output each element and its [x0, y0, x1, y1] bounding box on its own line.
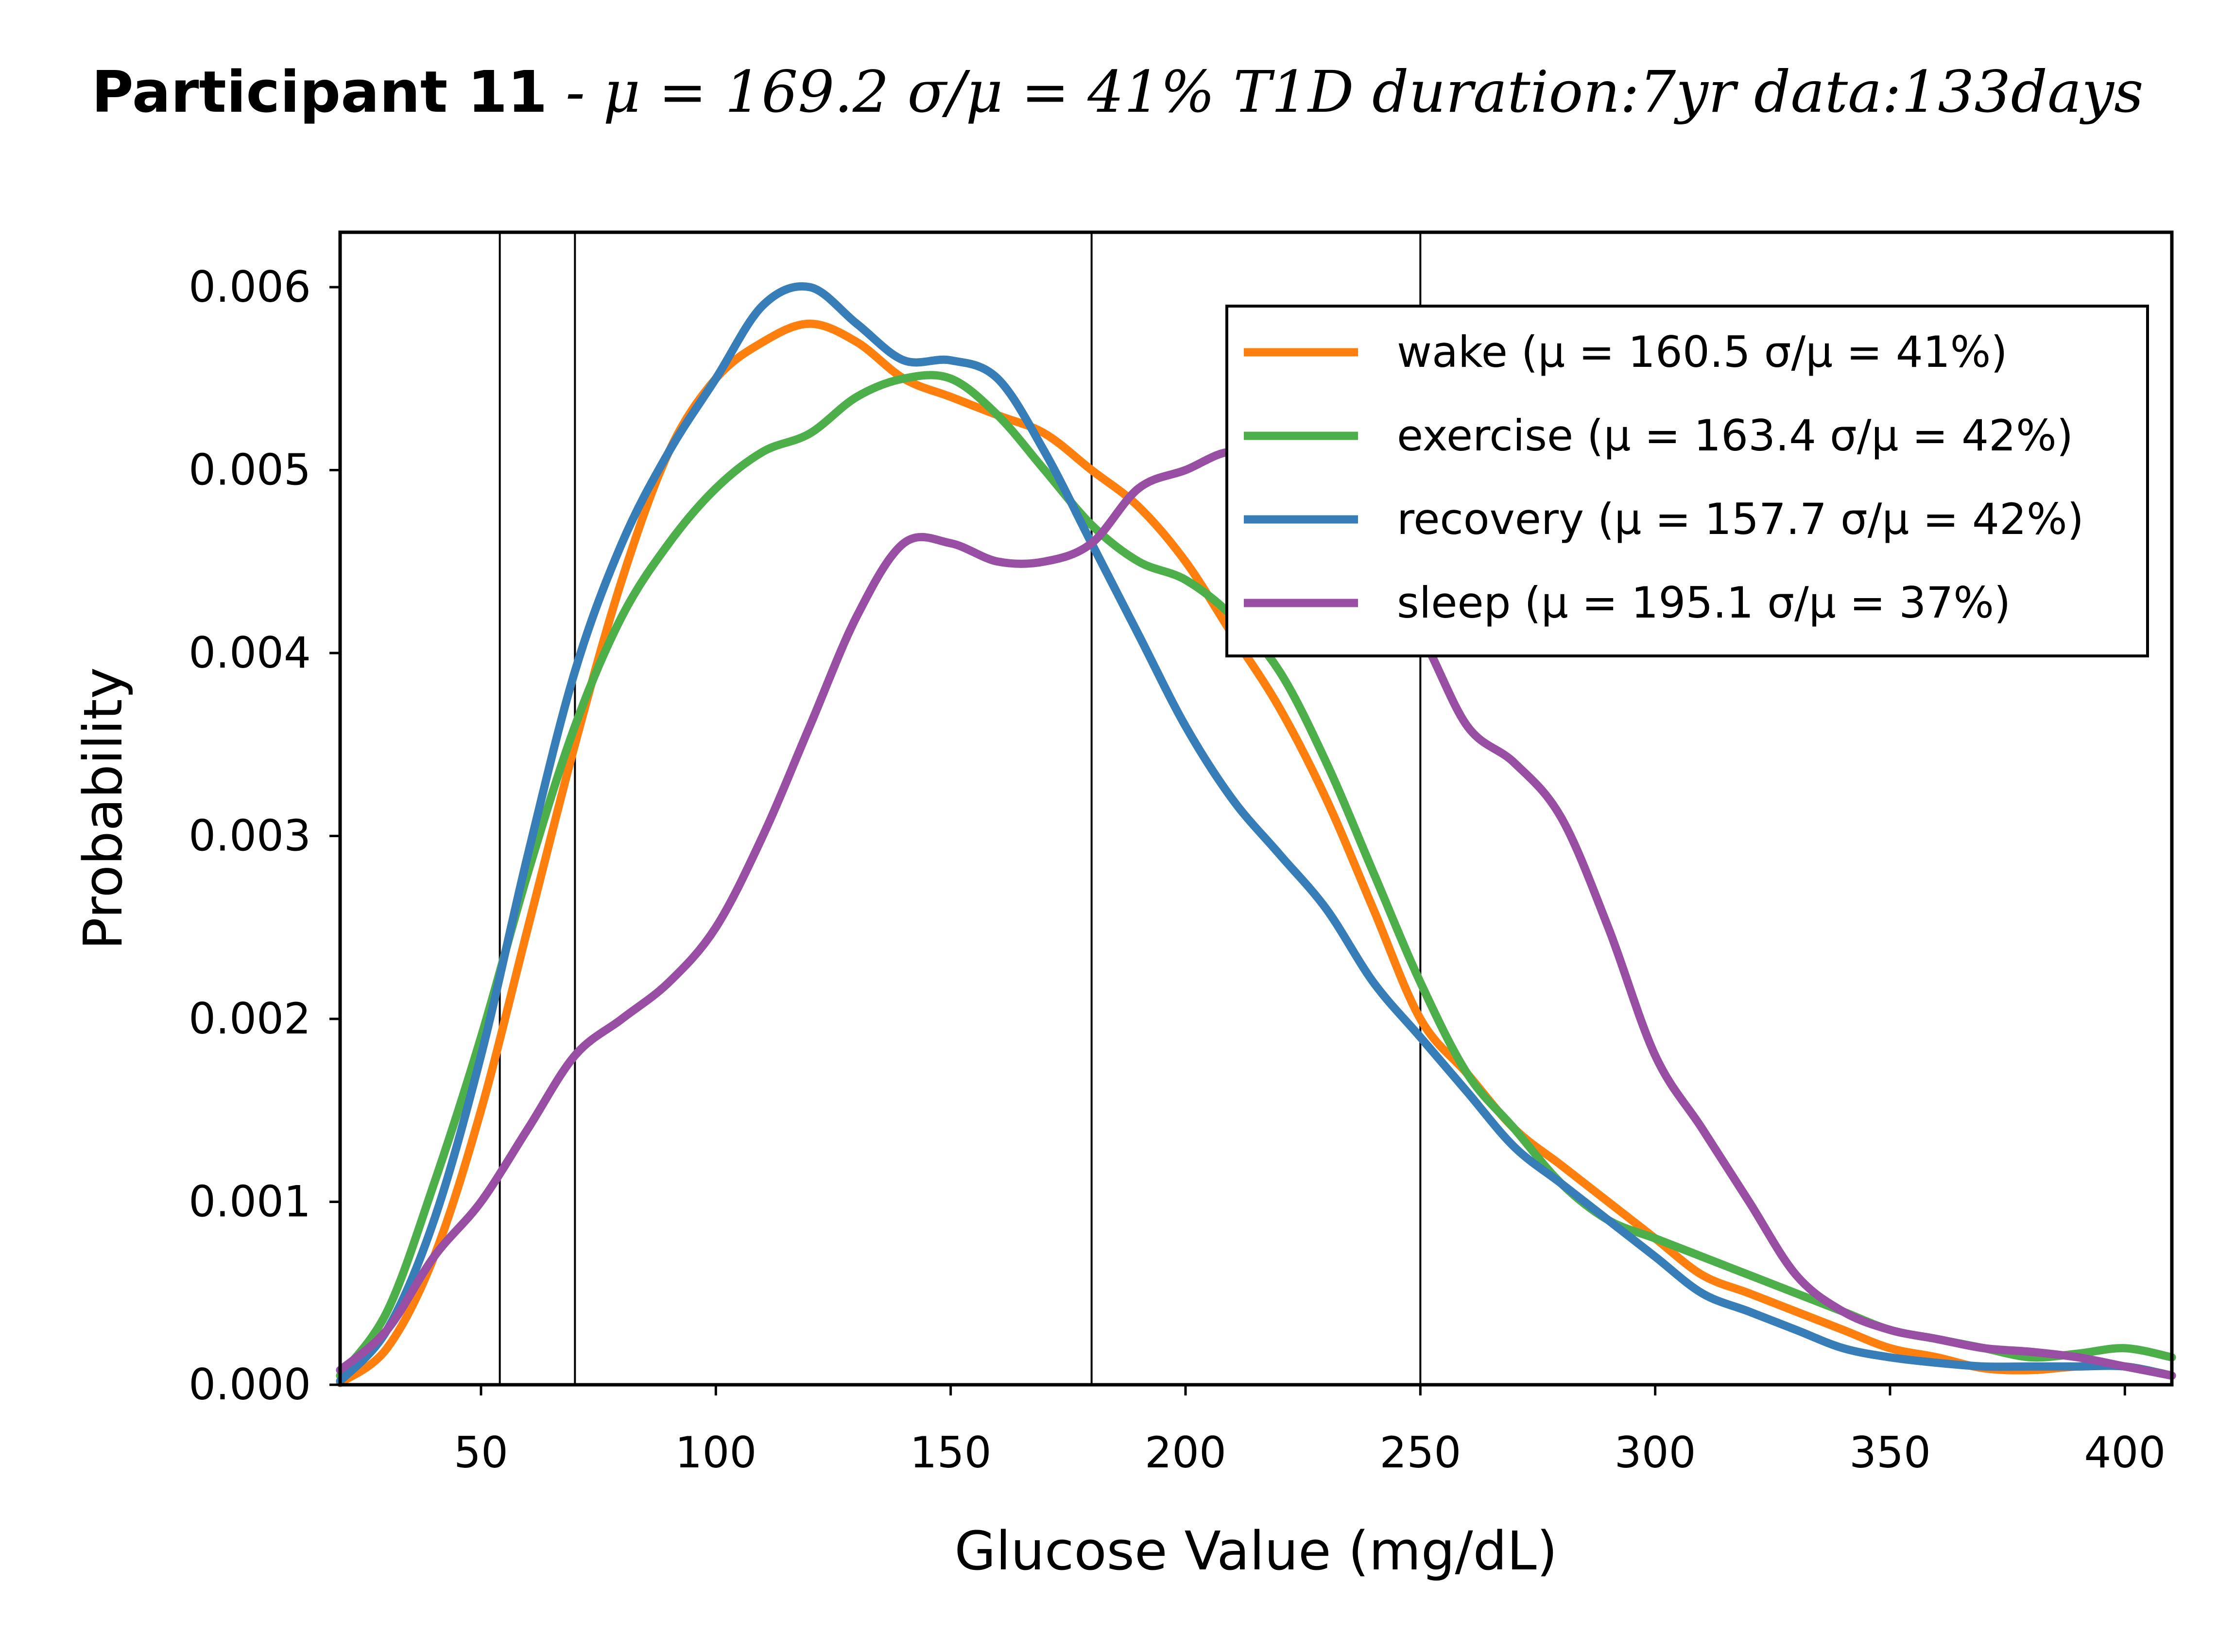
legend-label-3: sleep (μ = 195.1 σ/μ = 37%)	[1397, 578, 2011, 628]
y-tick-label: 0.000	[189, 1359, 311, 1410]
legend-label-2: recovery (μ = 157.7 σ/μ = 42%)	[1397, 494, 2084, 544]
legend-box	[1225, 305, 2149, 657]
x-tick-label: 350	[1849, 1428, 1931, 1478]
chart-title-participant: Participant 11	[91, 58, 548, 125]
y-tick-label: 0.002	[189, 994, 311, 1044]
x-tick-label: 250	[1379, 1428, 1461, 1478]
series-line-2	[336, 282, 2176, 1385]
legend: wake (μ = 160.5 σ/μ = 41%) exercise (μ = …	[1225, 305, 2149, 657]
y-tick-label: 0.001	[189, 1176, 311, 1226]
x-axis-label: Glucose Value (mg/dL)	[954, 1520, 1557, 1582]
series-line-1	[336, 371, 2176, 1380]
y-tick-label: 0.004	[189, 628, 311, 678]
chart-title: Participant 11 - μ = 169.2 σ/μ = 41% T1D…	[0, 58, 2235, 125]
x-tick-label: 50	[454, 1428, 508, 1478]
legend-label-1: exercise (μ = 163.4 σ/μ = 42%)	[1397, 411, 2073, 461]
y-tick-label: 0.003	[189, 810, 311, 860]
x-tick-label: 150	[910, 1428, 992, 1478]
legend-label-0: wake (μ = 160.5 σ/μ = 41%)	[1397, 327, 2008, 377]
y-axis-label: Probability	[72, 667, 134, 949]
x-tick-label: 400	[2084, 1428, 2166, 1478]
y-axis-ticks: 0.000 0.001 0.002 0.003 0.004 0.005 0.006	[189, 262, 340, 1410]
y-tick-label: 0.005	[189, 445, 311, 495]
x-tick-label: 300	[1615, 1428, 1696, 1478]
x-tick-label: 200	[1145, 1428, 1226, 1478]
series-line-0	[336, 319, 2176, 1387]
x-axis-ticks: 50 100 150 200 250 300 350 400	[454, 1385, 2166, 1478]
chart-title-stats: - μ = 169.2 σ/μ = 41% T1D duration:7yr d…	[547, 58, 2144, 125]
x-tick-label: 100	[675, 1428, 756, 1478]
y-tick-label: 0.006	[189, 262, 311, 312]
plot-frame	[338, 230, 2174, 1387]
